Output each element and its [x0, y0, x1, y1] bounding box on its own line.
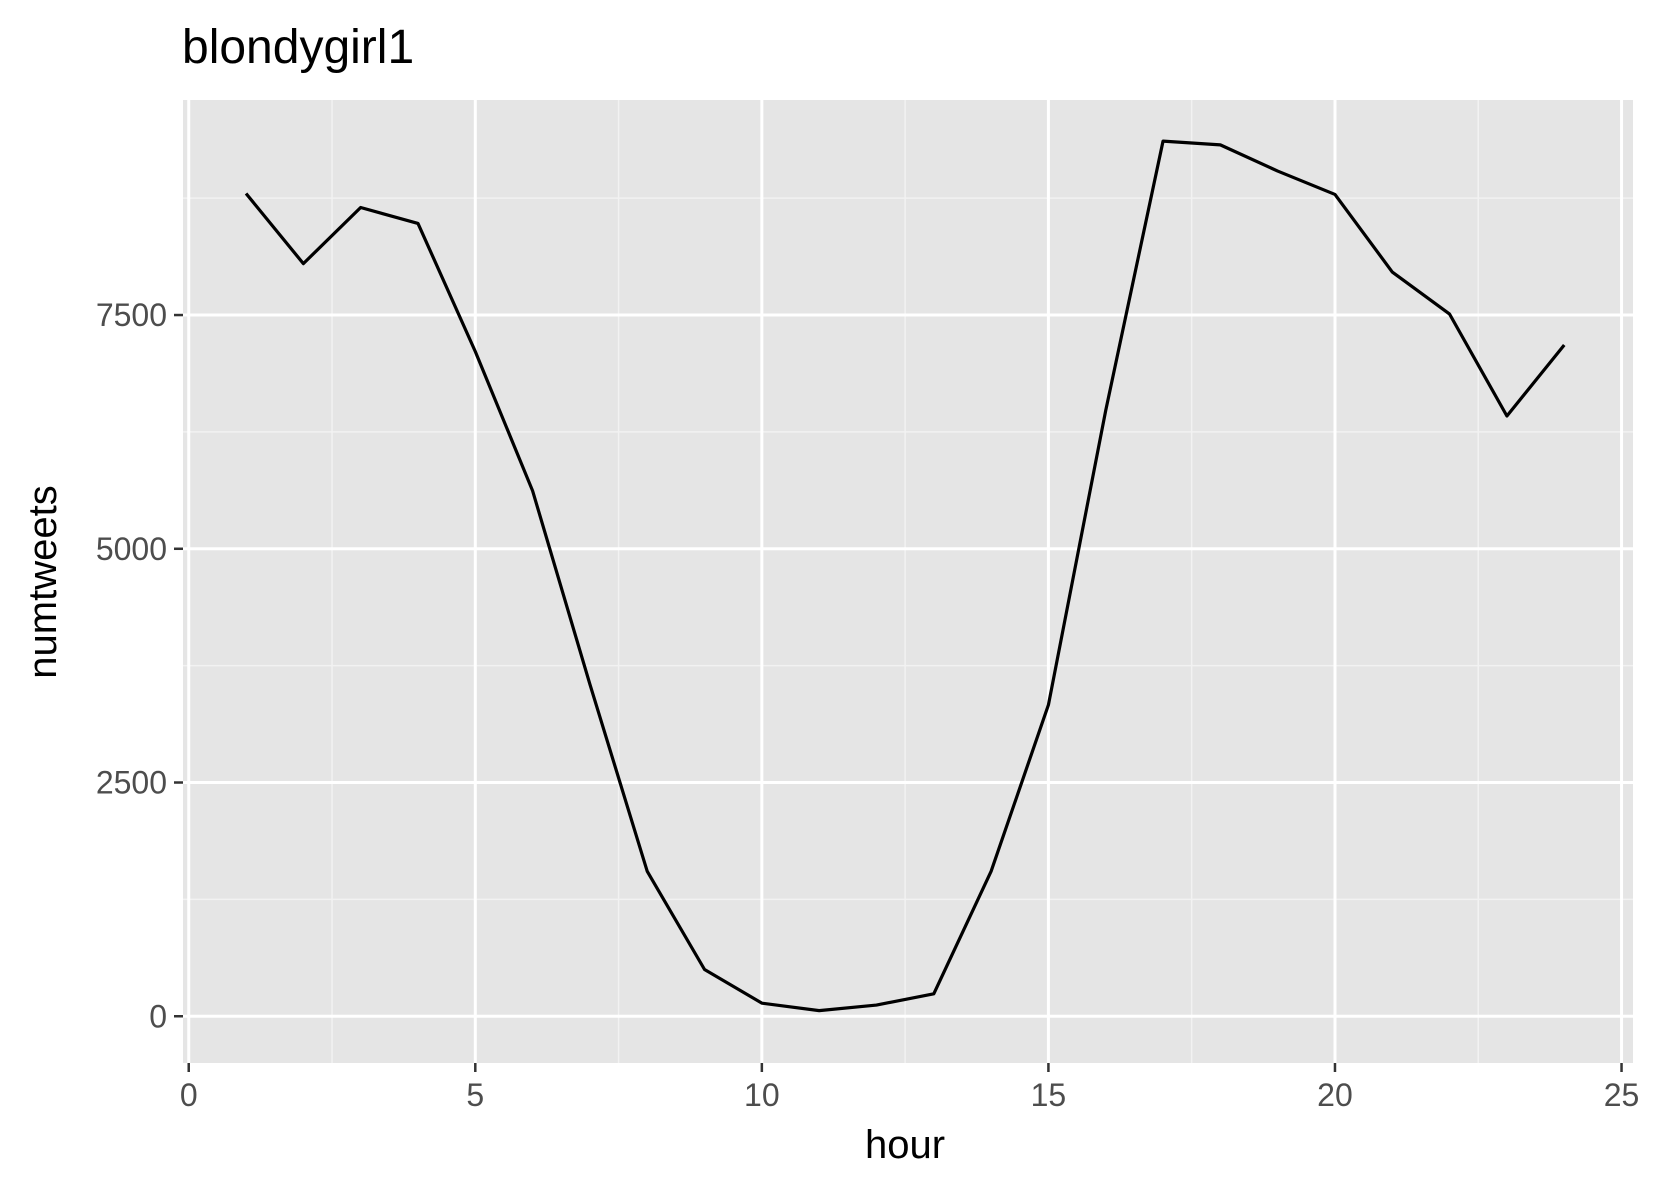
grid-lines [183, 100, 1633, 1063]
data-point [1161, 139, 1165, 143]
data-point [817, 1009, 821, 1013]
data-point [1218, 143, 1222, 147]
panel-background [183, 100, 1633, 1063]
y-tick-label: 5000 [96, 531, 167, 567]
data-point [932, 992, 936, 996]
data-point [359, 206, 363, 210]
data-point [1505, 414, 1509, 418]
data-point [1448, 312, 1452, 316]
x-tick-label: 15 [1031, 1077, 1067, 1113]
plot-panel [183, 100, 1633, 1063]
x-tick-label: 20 [1317, 1077, 1353, 1113]
data-point [1333, 192, 1337, 196]
data-point [244, 191, 248, 195]
data-point [989, 869, 993, 873]
axes: 0 5 10 15 20 25 0 2500 5000 7500 [96, 297, 1640, 1113]
series-layer [244, 139, 1566, 1013]
data-point [703, 968, 707, 972]
x-tick-label: 5 [466, 1077, 484, 1113]
x-tick-label: 0 [180, 1077, 198, 1113]
series-line [244, 139, 1566, 1013]
data-point [301, 262, 305, 266]
data-point [1104, 408, 1108, 412]
data-point [760, 1001, 764, 1005]
data-point [645, 869, 649, 873]
chart-title: blondygirl1 [182, 21, 414, 74]
y-axis-title: numtweets [21, 485, 65, 678]
data-point [1276, 169, 1280, 173]
data-point [416, 221, 420, 225]
data-point [473, 350, 477, 354]
x-axis-title: hour [865, 1123, 945, 1167]
data-point [531, 489, 535, 493]
data-point [588, 682, 592, 686]
y-tick-label: 2500 [96, 765, 167, 801]
y-tick-label: 7500 [96, 297, 167, 333]
x-tick-label: 10 [744, 1077, 780, 1113]
data-point [874, 1003, 878, 1007]
x-tick-label: 25 [1604, 1077, 1640, 1113]
data-point [1390, 270, 1394, 274]
data-point [1046, 703, 1050, 707]
data-point [1562, 343, 1566, 347]
y-tick-label: 0 [149, 998, 167, 1034]
